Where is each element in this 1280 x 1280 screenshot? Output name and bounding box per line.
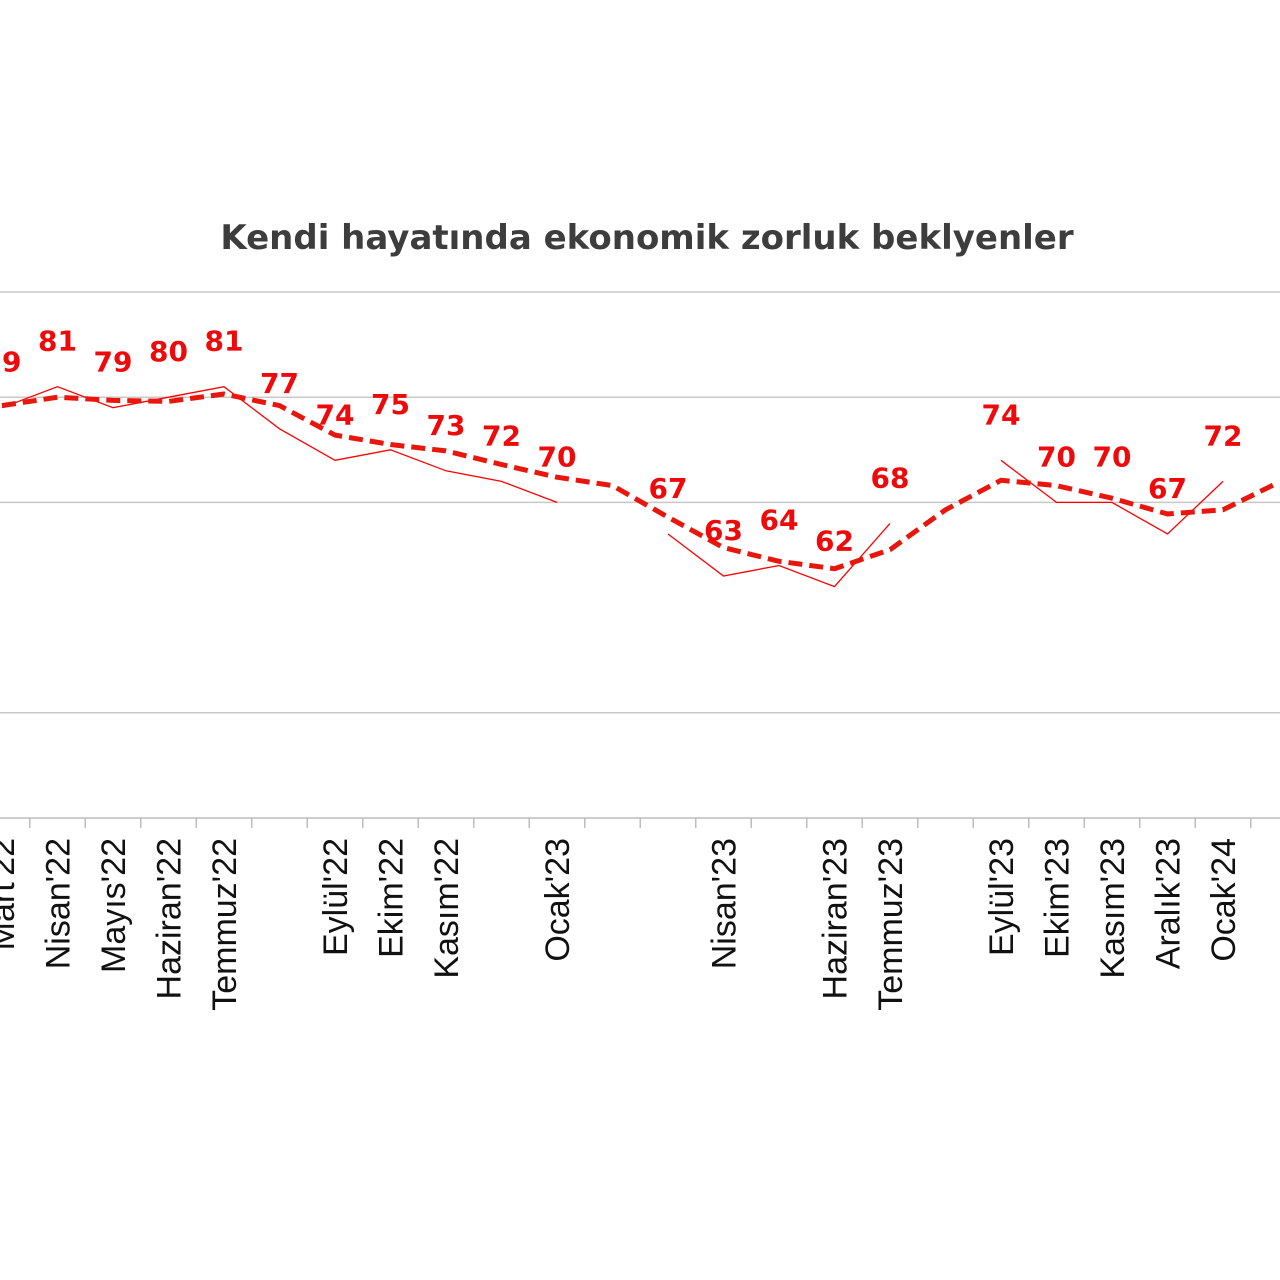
x-axis <box>0 817 1280 828</box>
x-tick-label: Haziran'22 <box>151 838 189 999</box>
data-label: 75 <box>371 388 410 421</box>
x-tick-label: Mayıs'22 <box>95 838 133 973</box>
data-label: 63 <box>704 514 743 547</box>
x-tick-label: Mart'22 <box>0 838 22 950</box>
x-tick-label: Kasım'23 <box>1094 838 1132 979</box>
data-label: 79 <box>94 346 133 379</box>
data-label: 64 <box>760 504 799 537</box>
data-label: 81 <box>38 325 77 358</box>
x-tick-label: Eylül'22 <box>317 838 355 956</box>
data-label: 70 <box>1093 440 1132 473</box>
data-label: 67 <box>1148 472 1187 505</box>
x-tick-label: Nisan'22 <box>40 838 78 969</box>
data-label: 68 <box>871 461 910 494</box>
x-tick-label: Ocak'23 <box>539 838 577 962</box>
data-label: 72 <box>482 419 521 452</box>
x-tick-label: Temmuz'23 <box>872 838 910 1011</box>
data-label: 79 <box>0 346 21 379</box>
series-lines <box>1 386 1280 588</box>
x-tick-label: Kasım'22 <box>428 838 466 979</box>
x-tick-label: Haziran'23 <box>817 838 855 999</box>
x-tick-label: Ekim'22 <box>373 838 411 958</box>
data-label: 73 <box>427 409 466 442</box>
chart-title: Kendi hayatında ekonomik zorluk beklyenl… <box>220 218 1074 258</box>
data-label: 74 <box>316 398 355 431</box>
x-tick-label: Ocak'24 <box>1205 838 1243 962</box>
x-tick-label: Ekim'23 <box>1039 838 1077 958</box>
data-label: 77 <box>260 367 299 400</box>
x-tick-label: Nisan'23 <box>706 838 744 969</box>
data-label: 74 <box>982 398 1021 431</box>
x-tick-label: Aralık'23 <box>1150 838 1188 969</box>
data-label: 72 <box>1204 419 1243 452</box>
data-label: 70 <box>1037 440 1076 473</box>
series-line <box>1 386 1224 588</box>
x-tick-labels: Mart'22 Nisan'22 Mayıs'22 Haziran'22 Temmuz'… <box>0 838 1243 1011</box>
data-label: 80 <box>149 335 188 368</box>
data-label: 67 <box>649 472 688 505</box>
data-label: 70 <box>538 440 577 473</box>
x-tick-label: Temmuz'22 <box>206 838 244 1011</box>
x-tick-label: Eylül'23 <box>983 838 1021 956</box>
data-label: 81 <box>205 325 244 358</box>
data-label: 62 <box>815 525 854 558</box>
data-labels: 79 81 79 80 81 77 74 75 73 72 70 67 63 64 62 68 74 70 70 67… <box>0 325 1242 558</box>
trend-line <box>1 391 1280 572</box>
